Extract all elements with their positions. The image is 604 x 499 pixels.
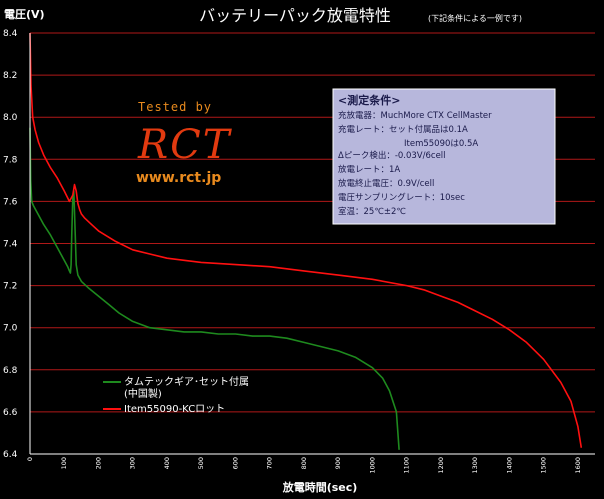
y-tick-label: 7.4 bbox=[3, 240, 18, 250]
legend-label-green-line2: (中国製) bbox=[124, 387, 162, 400]
x-tick-label: 0 bbox=[26, 457, 34, 461]
y-tick-label: 7.6 bbox=[3, 197, 18, 207]
y-tick-label: 7.0 bbox=[3, 324, 18, 334]
rct-logo: RCT bbox=[137, 122, 233, 168]
condition-line-8: 室温：25℃±2℃ bbox=[338, 206, 406, 217]
axes bbox=[29, 33, 595, 455]
series-line-2 bbox=[29, 32, 583, 448]
x-tick-label: 600 bbox=[231, 457, 239, 469]
x-tick-label: 700 bbox=[266, 457, 274, 469]
chart-note: (下記条件による一例です) bbox=[428, 13, 522, 23]
x-tick-label: 1200 bbox=[437, 457, 445, 474]
condition-line-1: 充放電器：MuchMore CTX CellMaster bbox=[338, 110, 492, 121]
y-tick-label: 6.6 bbox=[3, 408, 18, 418]
y-tick-labels: 8.4 8.2 8.0 7.8 7.6 7.4 7.2 7.0 6.8 6.6 6.4 bbox=[3, 29, 18, 460]
x-tick-label: 900 bbox=[334, 457, 342, 469]
legend: タムテックギア･セット付属 (中国製) Item55090-KCロット bbox=[103, 375, 249, 415]
x-tick-label: 800 bbox=[300, 457, 308, 469]
x-tick-label: 500 bbox=[197, 457, 205, 469]
condition-line-5: 放電レート：1A bbox=[338, 164, 400, 175]
condition-line-2: 充電レート：セット付属品は0.1A bbox=[338, 124, 468, 135]
chart-title: バッテリーパック放電特性 bbox=[199, 6, 391, 25]
conditions-heading: <測定条件> bbox=[338, 93, 400, 107]
y-tick-label: 7.8 bbox=[3, 155, 18, 165]
x-tick-label: 1400 bbox=[505, 457, 513, 474]
y-tick-label: 6.8 bbox=[3, 366, 18, 376]
x-axis-label: 放電時間(sec) bbox=[282, 480, 358, 494]
grid-lines bbox=[30, 32, 595, 413]
y-tick-label: 8.4 bbox=[3, 29, 18, 39]
legend-label-green-line1: タムテックギア･セット付属 bbox=[124, 375, 249, 388]
conditions-box: <測定条件> 充放電器：MuchMore CTX CellMaster 充電レー… bbox=[332, 88, 556, 225]
y-tick-label: 8.0 bbox=[3, 113, 18, 123]
x-tick-label: 200 bbox=[94, 457, 102, 469]
condition-line-7: 電圧サンプリングレート：10sec bbox=[338, 192, 465, 203]
y-tick-label: 8.2 bbox=[3, 71, 17, 81]
x-tick-label: 1300 bbox=[471, 457, 479, 474]
tested-by-text: Tested by bbox=[138, 100, 212, 114]
x-tick-label: 300 bbox=[129, 457, 137, 469]
y-tick-label: 6.4 bbox=[3, 450, 18, 460]
x-tick-label: 1600 bbox=[574, 457, 582, 474]
series-lines bbox=[29, 32, 583, 450]
x-tick-labels: 0 100 200 300 400 500 600 700 800 900 1000 1100 1200… bbox=[26, 457, 582, 474]
rct-url: www.rct.jp bbox=[136, 170, 221, 186]
condition-line-3: Item55090は0.5A bbox=[404, 139, 478, 149]
watermark: Tested by RCT www.rct.jp bbox=[136, 100, 233, 186]
condition-line-6: 放電終止電圧：0.9V/cell bbox=[338, 178, 434, 189]
x-tick-label: 100 bbox=[60, 457, 68, 469]
x-tick-label: 1100 bbox=[403, 457, 411, 474]
legend-label-red: Item55090-KCロット bbox=[124, 404, 225, 415]
x-tick-label: 1000 bbox=[368, 457, 376, 474]
x-tick-label: 400 bbox=[163, 457, 171, 469]
y-tick-label: 7.2 bbox=[3, 282, 17, 292]
x-tick-label: 1500 bbox=[540, 457, 548, 474]
conditions-box-bg bbox=[332, 88, 556, 225]
series-line-1 bbox=[29, 127, 400, 450]
y-axis-label: 電圧(V) bbox=[4, 8, 45, 21]
condition-line-4: Δピーク検出：-0.03V/6cell bbox=[338, 150, 446, 161]
